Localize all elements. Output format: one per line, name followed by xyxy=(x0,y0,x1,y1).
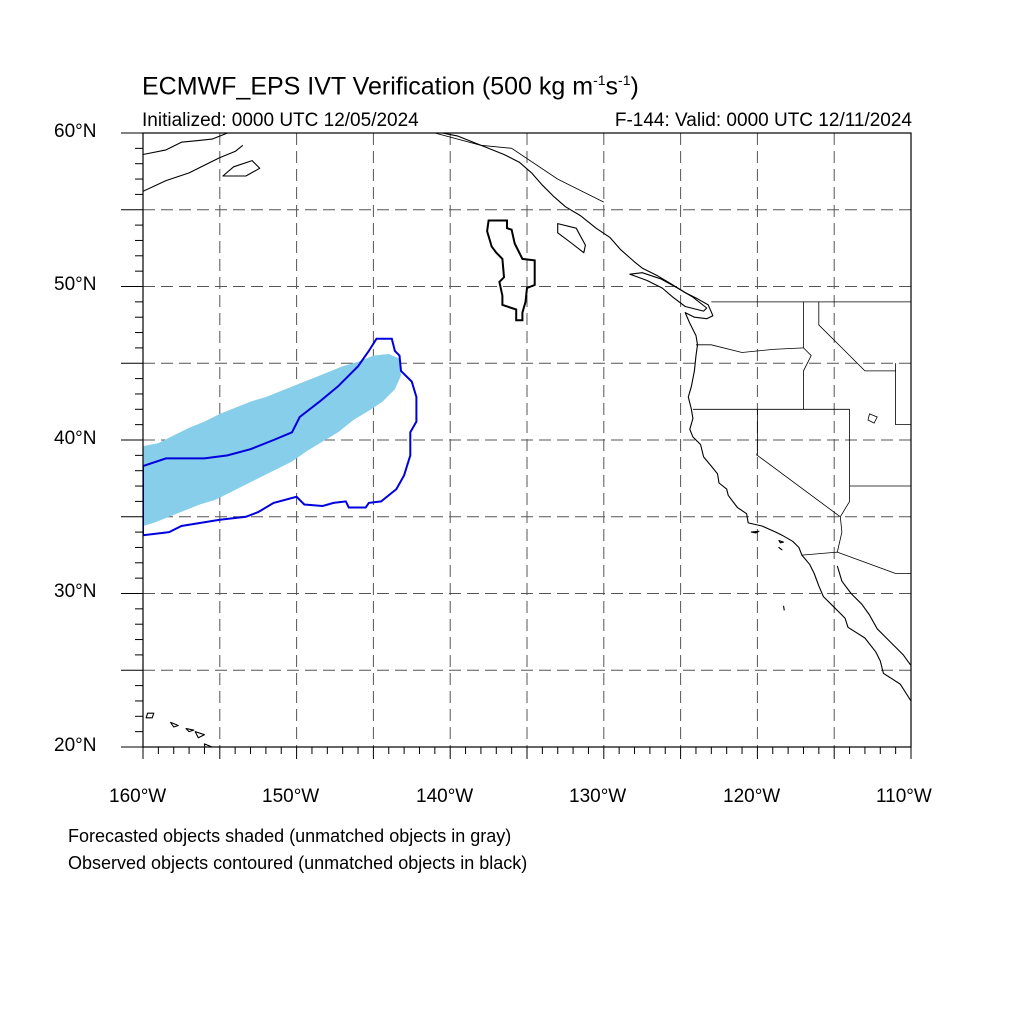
legend-note-observed: Observed objects contoured (unmatched ob… xyxy=(68,853,528,873)
political-borders xyxy=(434,133,911,574)
coastline-channel-island xyxy=(778,546,783,551)
map-layers xyxy=(143,133,911,747)
observed-object-unmatched xyxy=(486,219,536,322)
coastline-hawaii-island xyxy=(194,731,205,739)
coastline-haida-gwaii xyxy=(557,223,586,254)
border-nv_az xyxy=(839,486,850,518)
lat-label-30: 30°N xyxy=(54,581,97,602)
valid-time-label: F-144: Valid: 0000 UTC 12/11/2024 xyxy=(614,110,912,131)
coastline-north-america xyxy=(439,133,911,702)
coastline-kodiak xyxy=(222,160,261,177)
lon-label-160w: 160°W xyxy=(109,786,167,807)
coastline-hawaii-island xyxy=(145,712,155,719)
border-wa_or xyxy=(696,344,804,353)
coastline-hawaii-island xyxy=(203,743,214,747)
coastline-hawaii-island xyxy=(185,728,195,733)
legend-note-forecast: Forecasted objects shaded (unmatched obj… xyxy=(68,826,512,846)
coastline-vancouver-island xyxy=(629,272,708,312)
coastline-guadalupe-island xyxy=(782,605,785,611)
title-sup-1: -1 xyxy=(593,72,606,88)
border-ca_nv xyxy=(757,409,841,518)
observed-object-matched xyxy=(143,337,418,537)
coastline-hawaii-island xyxy=(170,721,179,728)
border-gsl xyxy=(867,413,878,424)
initialized-label: Initialized: 0000 UTC 12/05/2024 xyxy=(142,110,419,131)
border-us_mex xyxy=(801,551,911,574)
title-sup-2: -1 xyxy=(618,72,631,88)
title-text: ECMWF_EPS IVT Verification (500 kg m xyxy=(142,72,594,101)
figure-title: ECMWF_EPS IVT Verification (500 kg m-1s-… xyxy=(142,72,639,101)
map-frame xyxy=(142,132,912,748)
coastline-alaska xyxy=(143,133,228,156)
border-or_id xyxy=(803,347,812,410)
lon-label-110w: 110°W xyxy=(876,786,932,807)
lon-label-120w: 120°W xyxy=(723,786,781,807)
lat-label-40: 40°N xyxy=(54,428,97,449)
border-wy xyxy=(895,363,911,426)
title-end: ) xyxy=(630,72,639,101)
lat-label-60: 60°N xyxy=(54,121,97,142)
border-id_mt xyxy=(818,301,896,372)
coastline-gulf-of-california xyxy=(836,565,911,666)
coastline-alaska-peninsula xyxy=(143,144,244,192)
lat-label-50: 50°N xyxy=(54,274,97,295)
lon-label-130w: 130°W xyxy=(569,786,627,807)
border-lake_tahoe xyxy=(756,452,758,456)
axis-ticks xyxy=(121,132,912,759)
border-bc_ak xyxy=(434,133,604,203)
coastline-channel-island xyxy=(750,530,760,534)
lon-label-150w: 150°W xyxy=(262,786,320,807)
border-az_ca xyxy=(836,516,843,553)
lat-label-20: 20°N xyxy=(54,735,97,756)
coastline-channel-island xyxy=(778,539,785,544)
lon-label-140w: 140°W xyxy=(416,786,474,807)
coastlines xyxy=(143,133,911,747)
title-mid: s xyxy=(605,72,619,101)
